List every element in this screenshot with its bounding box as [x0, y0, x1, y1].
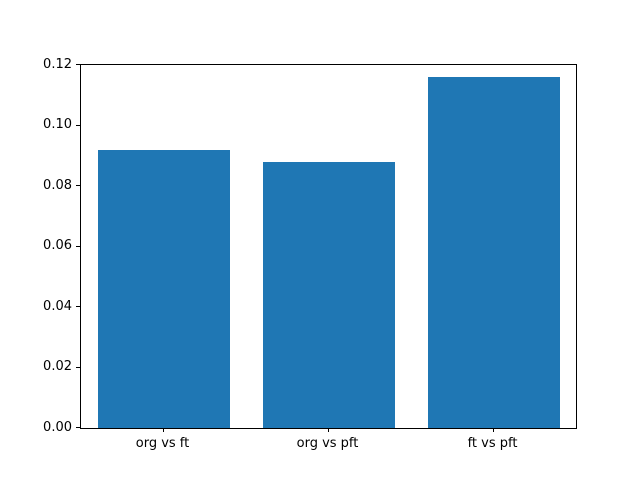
bar-ft-vs-pft [427, 77, 560, 428]
y-tick-label: 0.08 [43, 177, 72, 193]
y-tick-label: 0.06 [43, 238, 72, 253]
y-tick-mark [76, 124, 80, 126]
bar-org-vs-ft [97, 149, 230, 428]
y-tick-mark [76, 366, 80, 368]
bar-org-vs-pft [262, 161, 395, 428]
x-tick-label: org vs pft [296, 436, 359, 451]
y-tick-mark [76, 427, 80, 428]
y-tick-mark [76, 185, 80, 186]
y-tick-label: 0.00 [43, 419, 72, 435]
y-tick-label: 0.04 [43, 298, 72, 314]
y-tick-mark [76, 245, 80, 247]
y-tick-label: 0.12 [43, 56, 72, 72]
plot-area [80, 64, 577, 429]
x-tick-mark [327, 428, 329, 432]
y-tick-label: 0.10 [43, 117, 72, 132]
y-tick-mark [76, 306, 80, 307]
x-tick-mark [492, 428, 494, 432]
x-tick-label: ft vs pft [467, 436, 518, 451]
x-tick-mark [162, 428, 164, 432]
y-tick-label: 0.02 [43, 359, 72, 374]
x-tick-label: org vs ft [135, 436, 190, 451]
y-tick-mark [76, 64, 80, 65]
